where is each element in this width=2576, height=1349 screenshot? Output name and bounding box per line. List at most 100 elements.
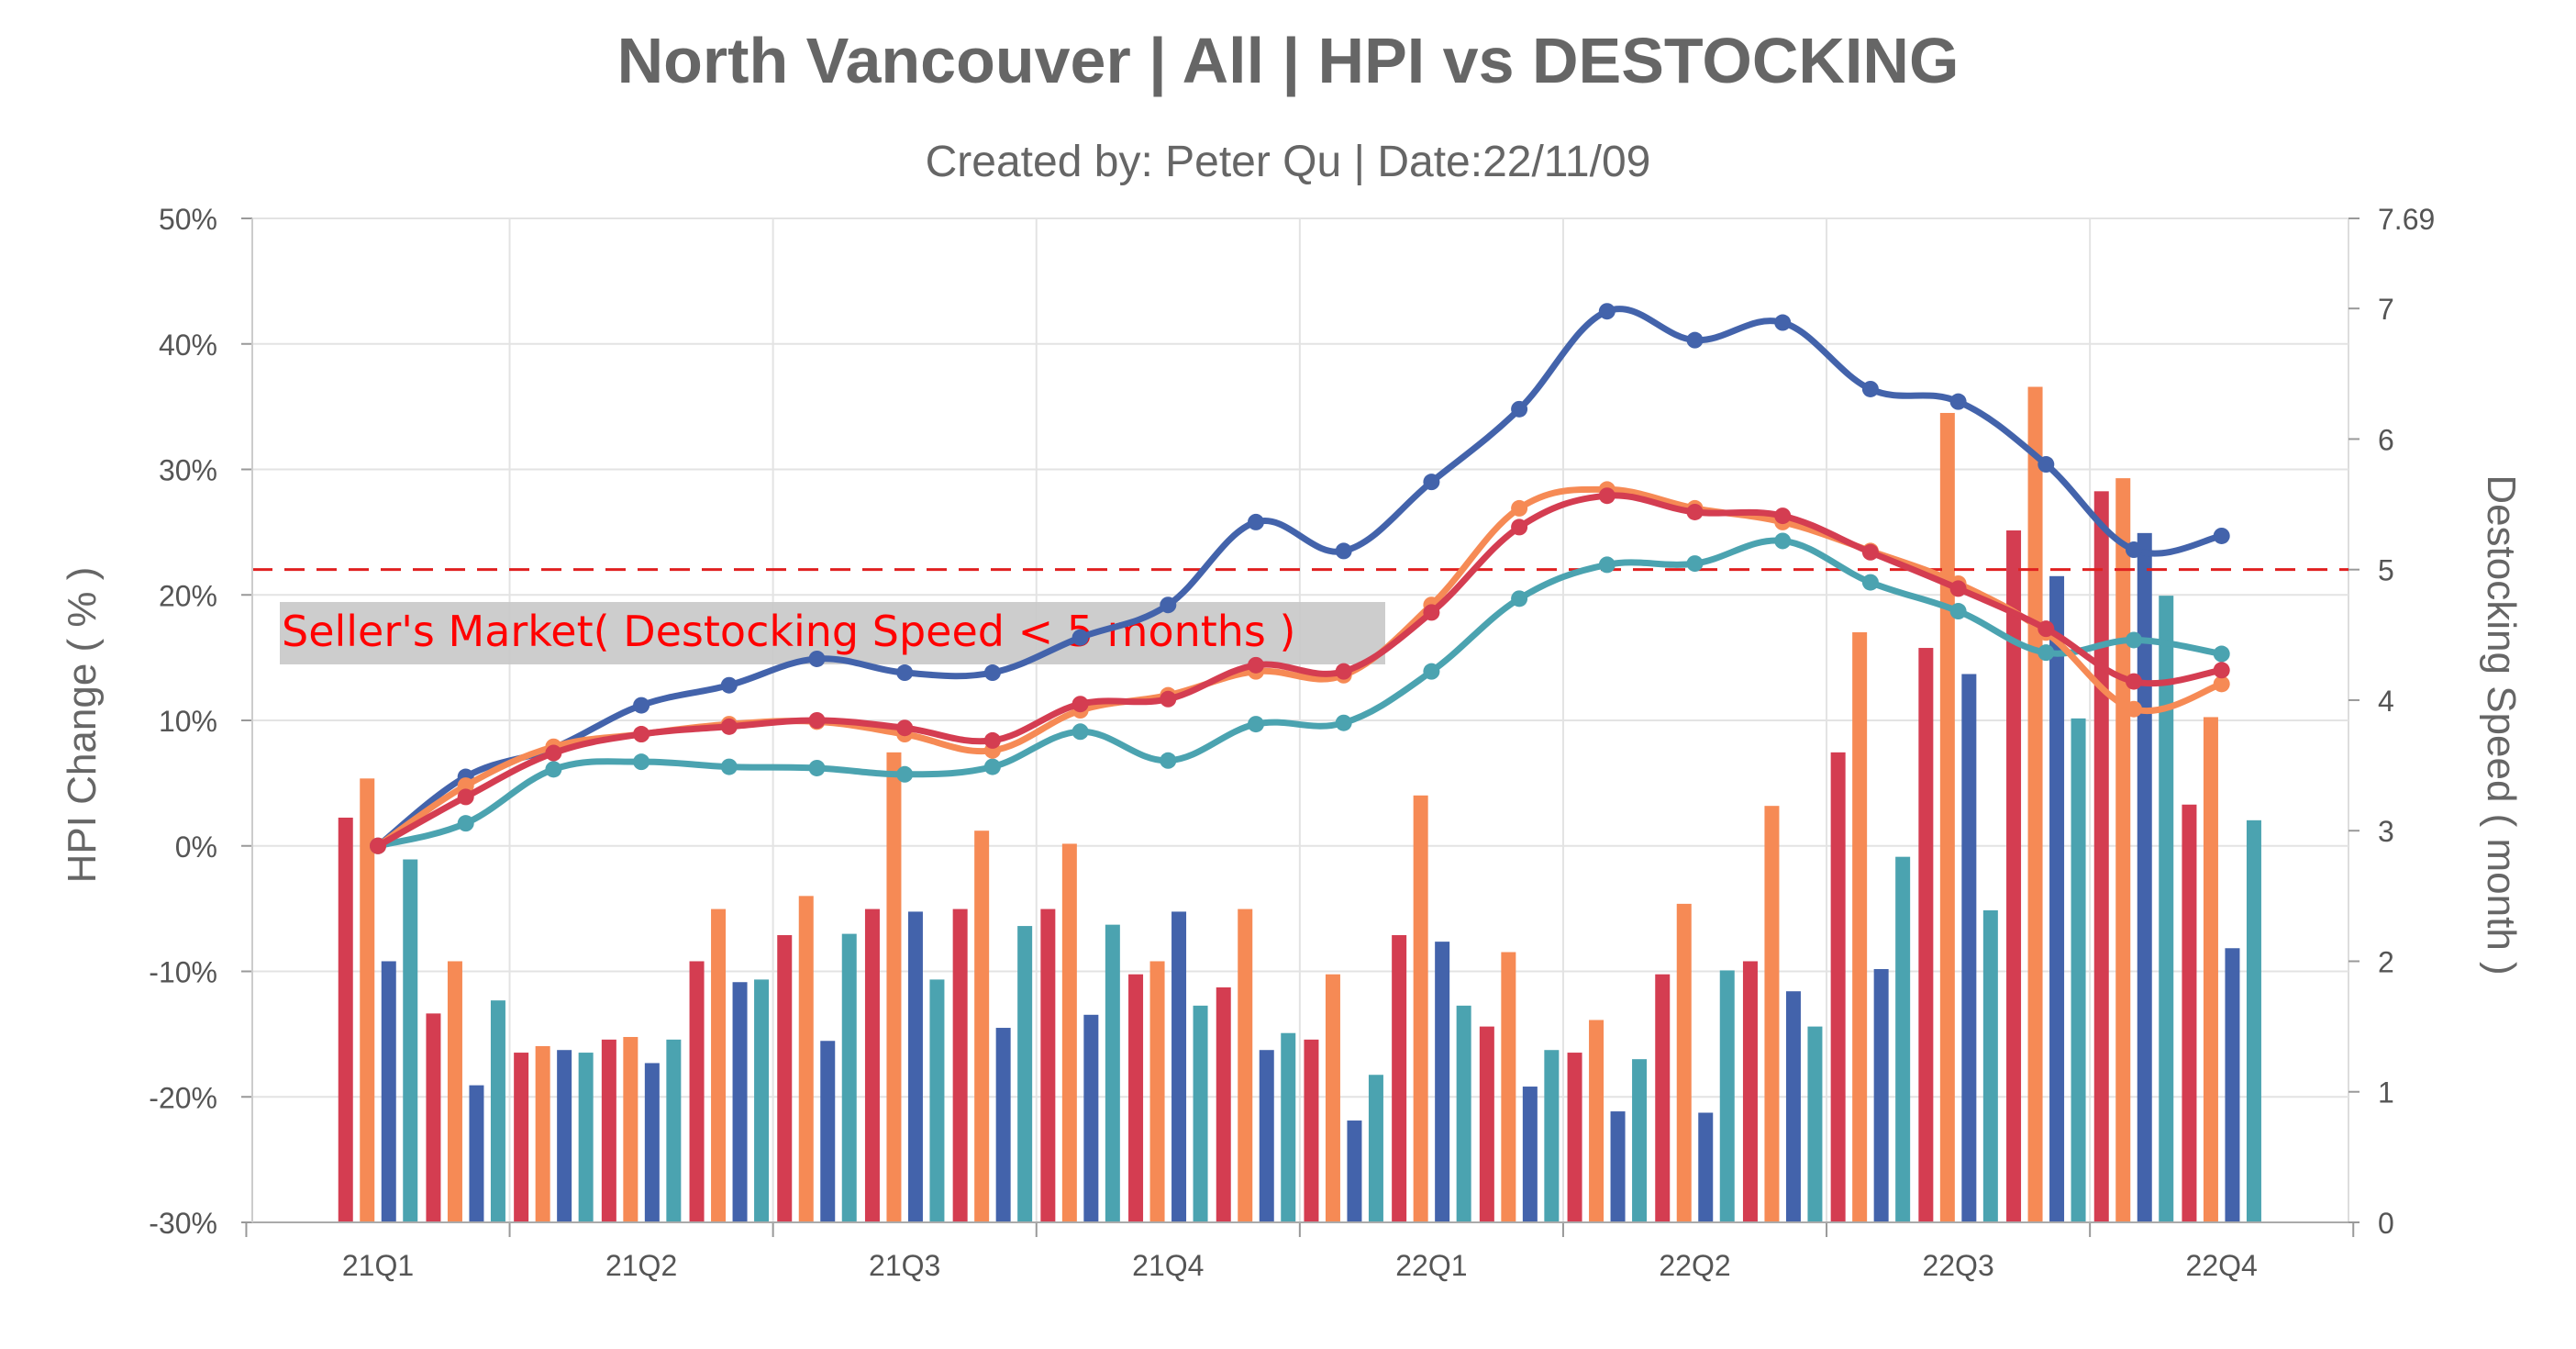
bar-series-1 — [2093, 491, 2109, 1222]
line-point-series-1 — [1335, 663, 1352, 680]
x-tick-label: 21Q3 — [869, 1249, 940, 1282]
x-tick-label: 22Q1 — [1395, 1249, 1467, 1282]
line-point-series-4 — [457, 815, 474, 832]
threshold-group: Seller's Market( Destocking Speed < 5 mo… — [252, 568, 2348, 664]
line-series-3 — [374, 306, 2226, 850]
bar-series-2 — [1852, 631, 1868, 1222]
line-point-series-3 — [1335, 542, 1352, 560]
line-point-series-3 — [720, 676, 738, 694]
bar-series-1 — [777, 935, 793, 1222]
line-point-series-3 — [1861, 380, 1879, 397]
bar-series-3 — [1873, 969, 1889, 1222]
chart-subtitle: Created by: Peter Qu | Date:22/11/09 — [926, 138, 1651, 186]
line-point-series-1 — [457, 788, 474, 806]
bar-series-4 — [1368, 1075, 1383, 1222]
y-left-tick-label: 40% — [159, 329, 217, 362]
line-point-series-3 — [1423, 474, 1440, 491]
line-point-series-4 — [1861, 574, 1879, 591]
line-point-series-1 — [2213, 662, 2230, 679]
bar-series-4 — [1456, 1005, 1471, 1222]
line-point-series-4 — [808, 759, 826, 776]
bar-series-2 — [711, 909, 727, 1222]
line-point-series-3 — [808, 650, 826, 667]
line-point-series-1 — [633, 726, 650, 743]
bar-series-3 — [381, 961, 396, 1222]
bar-series-3 — [907, 911, 923, 1222]
bar-series-4 — [490, 1000, 505, 1222]
line-point-series-1 — [1861, 543, 1879, 561]
bar-series-3 — [1961, 674, 1977, 1222]
bar-series-1 — [1655, 974, 1671, 1222]
line-point-series-3 — [1160, 596, 1177, 614]
line-point-series-4 — [983, 758, 1001, 775]
bar-series-2 — [1061, 843, 1077, 1222]
line-point-series-4 — [1686, 555, 1704, 573]
line-point-series-1 — [2126, 673, 2142, 690]
bar-series-2 — [1589, 1020, 1604, 1222]
bar-series-1 — [1830, 752, 1846, 1222]
bar-series-1 — [1392, 935, 1407, 1222]
bar-series-4 — [1281, 1032, 1296, 1222]
line-point-series-4 — [545, 761, 562, 778]
y-right-tick-label: 6 — [2378, 423, 2394, 456]
line-point-series-1 — [1686, 503, 1704, 520]
bar-series-1 — [1567, 1053, 1582, 1222]
x-tick-label: 21Q4 — [1132, 1249, 1204, 1282]
bar-series-2 — [447, 961, 462, 1222]
bar-series-1 — [2182, 804, 2197, 1222]
y-left-tick-label: 20% — [159, 579, 217, 612]
bar-series-3 — [644, 1063, 660, 1222]
line-point-series-1 — [1511, 518, 1528, 536]
line-point-series-3 — [1248, 513, 1264, 530]
line-point-series-1 — [983, 731, 1001, 749]
y-axis-left-title: HPI Change ( % ) — [60, 567, 105, 884]
y-left-tick-label: 10% — [159, 705, 217, 738]
line-point-series-1 — [2037, 620, 2055, 638]
bar-series-2 — [1939, 412, 1955, 1222]
bar-series-2 — [623, 1036, 638, 1222]
bar-series-4 — [841, 933, 857, 1222]
y-right-tick-label: 4 — [2378, 685, 2394, 718]
line-point-series-2 — [2126, 700, 2142, 718]
bar-series-3 — [557, 1050, 572, 1222]
bar-series-3 — [1171, 911, 1187, 1222]
bar-series-4 — [1193, 1005, 1208, 1222]
bar-series-3 — [1435, 942, 1450, 1222]
line-point-series-1 — [808, 712, 826, 729]
bar-series-1 — [1128, 974, 1144, 1222]
line-point-series-4 — [1598, 556, 1616, 574]
bar-series-4 — [1105, 924, 1120, 1222]
bar-series-2 — [974, 831, 990, 1222]
bar-series-1 — [864, 909, 880, 1222]
bar-series-4 — [578, 1053, 594, 1222]
line-point-series-1 — [370, 837, 386, 854]
bar-series-1 — [601, 1039, 616, 1222]
line-point-series-3 — [896, 664, 914, 682]
bar-series-3 — [1522, 1087, 1538, 1222]
bar-series-group — [338, 386, 2261, 1222]
bar-series-1 — [689, 961, 705, 1222]
bar-series-4 — [403, 859, 418, 1222]
bar-series-1 — [338, 817, 353, 1222]
line-point-series-1 — [720, 718, 738, 735]
bar-series-3 — [820, 1041, 836, 1222]
x-tick-label: 22Q3 — [1922, 1249, 1993, 1282]
line-point-series-3 — [2037, 456, 2055, 474]
bar-series-4 — [1807, 1026, 1823, 1222]
y-left-tick-label: -30% — [149, 1207, 217, 1240]
line-point-series-4 — [1511, 590, 1528, 608]
bar-series-1 — [2006, 530, 2022, 1222]
bar-series-3 — [1347, 1120, 1362, 1222]
line-point-series-1 — [1949, 580, 1967, 597]
y-left-tick-label: 30% — [159, 454, 217, 487]
y-right-tick-label: 7.69 — [2378, 203, 2435, 236]
bar-series-2 — [798, 896, 814, 1222]
bar-series-1 — [1918, 648, 1934, 1222]
bar-series-3 — [469, 1085, 484, 1222]
bar-series-4 — [1632, 1059, 1648, 1222]
bar-series-2 — [1238, 909, 1253, 1222]
line-point-series-1 — [1160, 690, 1177, 708]
bar-series-3 — [995, 1028, 1011, 1222]
bar-series-3 — [1083, 1014, 1099, 1222]
bar-series-1 — [1040, 909, 1056, 1222]
